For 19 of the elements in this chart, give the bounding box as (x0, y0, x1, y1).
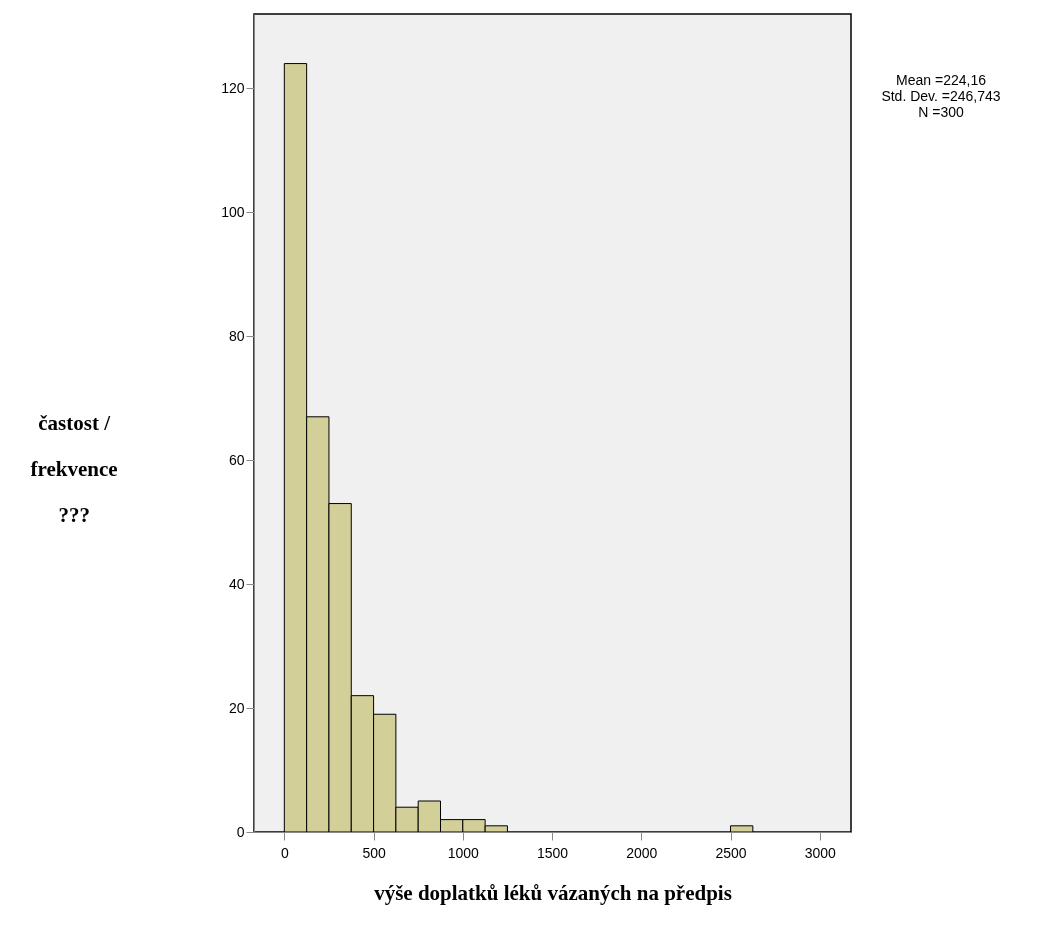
x-tick-label: 2000 (626, 844, 658, 861)
y-tick-label: 120 (221, 79, 245, 96)
y-tick-label: 0 (236, 823, 245, 840)
text: N =300 (918, 104, 964, 120)
x-tick-label: 1000 (447, 844, 480, 861)
x-tick-label: 0 (280, 844, 289, 861)
y-tick-label: 20 (228, 699, 245, 716)
y-tick-label: 100 (221, 203, 245, 220)
y-tick-label: 40 (228, 575, 245, 592)
x-tick-label: 500 (362, 844, 386, 861)
text: Mean =224,16 (896, 72, 987, 88)
y-axis-title: častost / frekvence ??? (30, 410, 118, 527)
x-tick-label: 3000 (804, 844, 837, 861)
y-tick-label: 80 (228, 327, 245, 344)
text: Std. Dev. =246,743 (881, 88, 1001, 104)
x-tick-label: 2500 (715, 844, 747, 861)
x-tick-label: 1500 (536, 844, 569, 861)
x-axis-title: výše doplatků léků vázaných na předpis (374, 880, 732, 905)
y-tick-label: 60 (228, 451, 245, 468)
